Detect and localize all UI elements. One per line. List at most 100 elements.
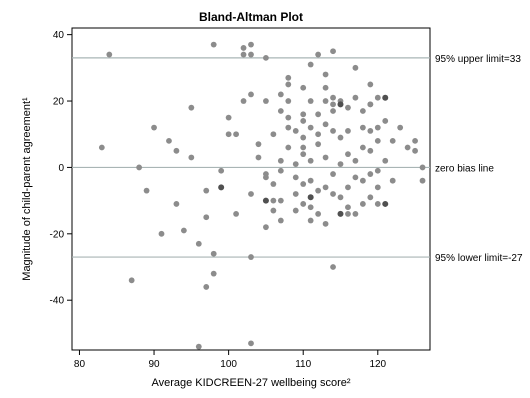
data-point: [270, 197, 277, 204]
data-point: [359, 201, 366, 207]
data-point: [300, 84, 307, 91]
data-point: [225, 114, 232, 121]
data-point: [359, 108, 366, 114]
data-point: [255, 154, 262, 161]
data-point: [367, 171, 374, 177]
data-point: [210, 41, 217, 48]
data-point: [315, 187, 322, 194]
data-point: [292, 207, 299, 214]
data-point: [330, 94, 336, 101]
data-point: [300, 201, 307, 207]
data-point: [345, 204, 351, 211]
data-point: [322, 121, 329, 128]
plot-area: [71, 27, 431, 351]
data-point: [285, 98, 292, 104]
data-point: [367, 194, 374, 201]
data-point: [173, 147, 180, 154]
x-tick-label: 80: [74, 359, 86, 370]
data-point: [337, 194, 344, 201]
data-point: [359, 177, 366, 184]
data-point: [285, 81, 292, 88]
data-point: [359, 144, 366, 151]
data-point: [195, 343, 202, 350]
data-point: [203, 187, 210, 194]
data-point: [285, 114, 292, 121]
data-point: [307, 177, 314, 184]
data-point: [345, 184, 351, 191]
data-point: [292, 128, 299, 134]
data-point: [248, 41, 254, 48]
data-point: [374, 184, 381, 191]
data-point: [330, 108, 336, 114]
data-point: [300, 134, 307, 141]
data-point: [367, 101, 374, 108]
data-point: [374, 201, 381, 207]
chart-title: Bland-Altman Plot: [199, 10, 303, 24]
data-point: [248, 254, 254, 260]
data-point: [300, 111, 307, 118]
data-point: [307, 61, 314, 68]
data-point: [143, 187, 150, 194]
data-point: [330, 171, 336, 177]
data-point: [248, 340, 254, 347]
data-point: [315, 51, 322, 58]
x-tick-label: 90: [148, 359, 160, 370]
data-point: [419, 177, 426, 184]
data-point: [359, 124, 366, 131]
data-point: [337, 161, 344, 168]
data-point: [315, 141, 322, 148]
data-point: [210, 270, 217, 277]
data-point: [307, 98, 314, 104]
data-points: [98, 41, 426, 350]
data-point: [240, 98, 247, 104]
data-point: [225, 131, 232, 138]
data-point: [136, 164, 143, 171]
y-tick-label: 20: [53, 97, 65, 108]
data-point: [292, 191, 299, 197]
data-point: [277, 108, 284, 114]
data-point: [248, 191, 254, 197]
data-point: [322, 154, 329, 161]
data-point: [285, 144, 292, 151]
data-point: [412, 147, 418, 154]
data-point: [322, 84, 329, 91]
data-point: [255, 141, 262, 148]
data-point: [345, 151, 351, 158]
data-point: [240, 45, 247, 51]
reference-line-label: zero bias line: [435, 163, 494, 174]
reference-line-label: 95% upper limit=33: [435, 54, 521, 65]
data-point: [367, 81, 374, 88]
y-tick-label: 0: [58, 163, 64, 174]
data-point-dark: [337, 101, 344, 108]
data-point: [285, 124, 292, 131]
data-point: [270, 181, 277, 187]
data-point: [151, 124, 157, 131]
data-point: [352, 210, 359, 217]
data-point: [337, 134, 344, 141]
data-point: [300, 144, 307, 151]
data-point: [330, 128, 336, 134]
reference-lines: 95% upper limit=33 zero bias line 95% lowe…: [72, 54, 523, 264]
x-axis: 80 90 100 110 120: [74, 350, 387, 370]
reference-line-label: 95% lower limit=-27: [435, 253, 523, 264]
data-point: [307, 124, 314, 131]
data-point: [248, 91, 254, 98]
data-point: [367, 128, 374, 134]
data-point: [300, 181, 307, 187]
data-point: [263, 98, 269, 104]
data-point: [330, 264, 336, 270]
y-tick-label: -20: [50, 229, 65, 240]
data-point: [352, 174, 359, 181]
data-point: [307, 217, 314, 224]
data-point-dark: [382, 200, 389, 207]
y-axis-label: Magnitude of child-parent agreement¹: [21, 97, 33, 281]
data-point: [277, 217, 284, 224]
data-point: [203, 284, 210, 290]
data-point: [382, 118, 389, 124]
data-point: [330, 191, 336, 197]
data-point: [315, 131, 322, 138]
data-point: [270, 131, 277, 138]
data-point: [285, 74, 292, 81]
